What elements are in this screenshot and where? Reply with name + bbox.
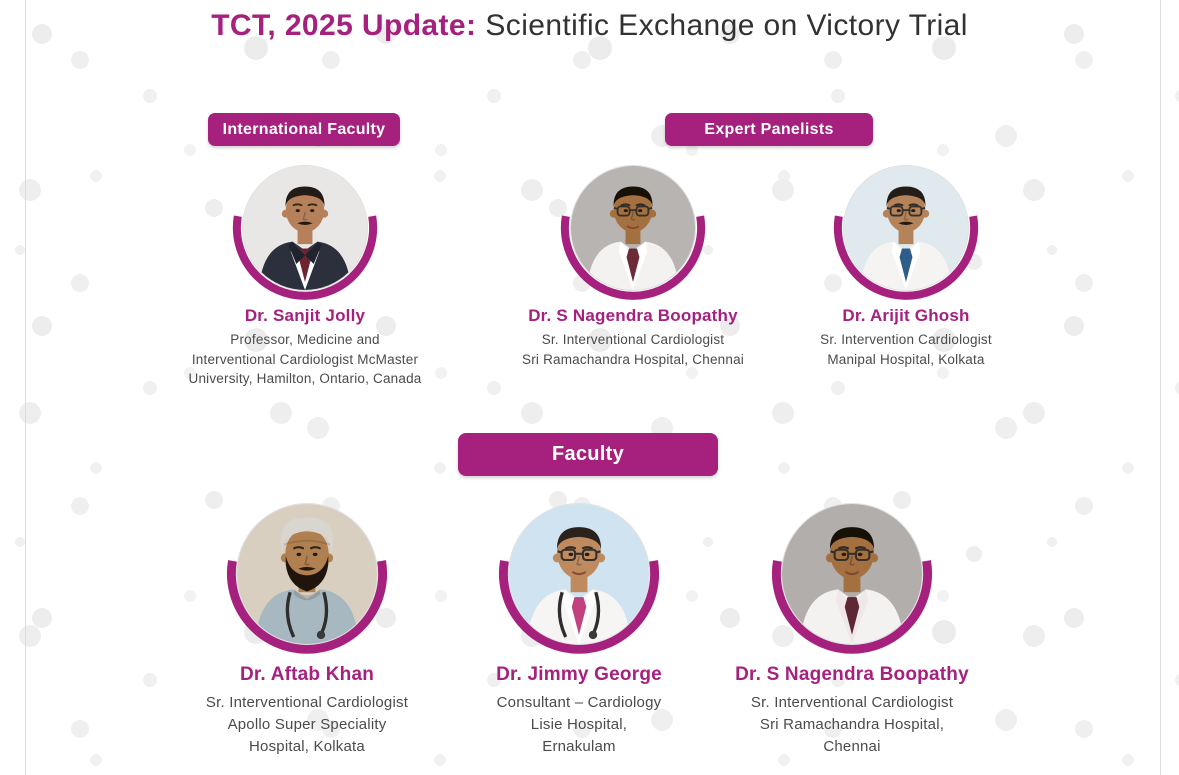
photo-accent-arc <box>833 155 979 301</box>
doctor-name: Dr. Sanjit Jolly <box>244 306 366 325</box>
photo-accent-arc <box>232 155 378 301</box>
photo-accent-arc <box>226 493 388 655</box>
doctor-photo <box>232 165 378 300</box>
doctor-photo-illustration <box>236 503 378 645</box>
badge-international-faculty: International Faculty <box>208 113 400 146</box>
faculty-card-nagendra-boopathy: Dr. S Nagendra Boopathy Sr. Intervention… <box>478 165 788 369</box>
photo-accent-arc <box>560 155 706 301</box>
page-title: TCT, 2025 Update: Scientific Exchange on … <box>0 0 1179 43</box>
faculty-card-nagendra-boopathy-2: Dr. S Nagendra Boopathy Sr. Intervention… <box>697 503 1007 758</box>
title-subtitle: Scientific Exchange on Victory Trial <box>485 9 968 42</box>
doctor-name: Dr. S Nagendra Boopathy <box>528 306 738 325</box>
doctor-photo-illustration <box>781 503 923 645</box>
photo-accent-arc <box>771 493 933 655</box>
doctor-name: Dr. Aftab Khan <box>239 664 375 685</box>
faculty-card-jimmy-george: Dr. Jimmy George Consultant – Cardiology… <box>429 503 729 758</box>
doctor-photo <box>833 165 979 300</box>
doctor-photo-illustration <box>508 503 650 645</box>
doctor-photo-illustration <box>242 165 368 291</box>
doctor-photo <box>560 165 706 300</box>
right-edge-line <box>1160 0 1161 775</box>
doctor-photo-illustration <box>570 165 696 291</box>
faculty-card-sanjit-jolly: Dr. Sanjit Jolly Professor, Medicine and… <box>158 165 452 389</box>
photo-accent-arc <box>498 493 660 655</box>
doctor-role: Professor, Medicine and Interventional C… <box>188 332 422 386</box>
doctor-name: Dr. Jimmy George <box>496 664 662 685</box>
left-edge-line <box>25 0 26 775</box>
doctor-photo-illustration <box>843 165 969 291</box>
doctor-role: Sr. Interventional Cardiologist Sri Rama… <box>522 332 744 367</box>
doctor-photo <box>498 503 660 654</box>
doctor-role: Sr. Interventional Cardiologist Sri Rama… <box>750 694 954 755</box>
faculty-card-arijit-ghosh: Dr. Arijit Ghosh Sr. Intervention Cardio… <box>776 165 1036 369</box>
doctor-role: Sr. Intervention Cardiologist Manipal Ho… <box>820 332 992 367</box>
doctor-photo <box>226 503 388 654</box>
doctor-name: Dr. Arijit Ghosh <box>842 306 970 325</box>
badge-expert-panelists: Expert Panelists <box>665 113 873 146</box>
doctor-name: Dr. S Nagendra Boopathy <box>735 664 969 685</box>
faculty-card-aftab-khan: Dr. Aftab Khan Sr. Interventional Cardio… <box>157 503 457 758</box>
badge-faculty: Faculty <box>458 433 718 476</box>
doctor-photo <box>771 503 933 654</box>
doctor-role: Consultant – Cardiology Lisie Hospital, … <box>496 694 662 755</box>
doctor-role: Sr. Interventional Cardiologist Apollo S… <box>205 694 409 755</box>
title-highlight: TCT, 2025 Update: <box>211 9 477 42</box>
